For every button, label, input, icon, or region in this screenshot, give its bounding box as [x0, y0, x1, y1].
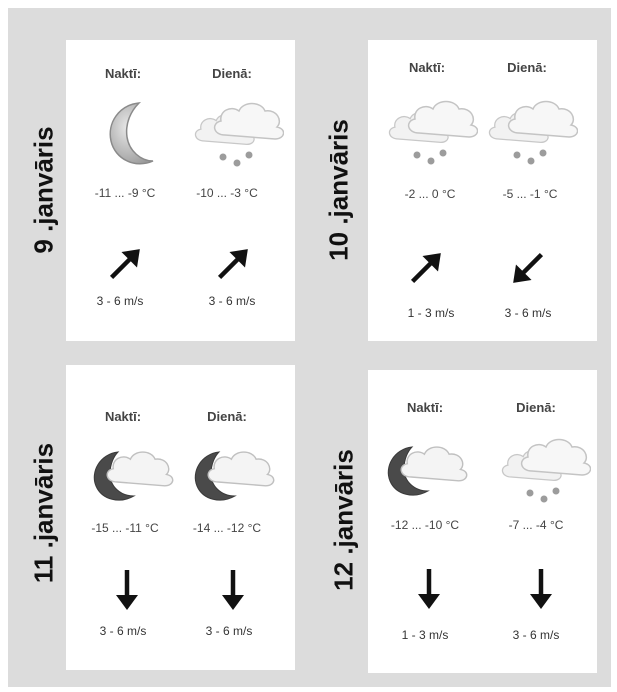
night-wind-arrow-icon [104, 566, 150, 617]
day-label: Dienā: [516, 400, 556, 415]
day-temperature: -14 ... -12 °C [192, 521, 262, 535]
night-label: Naktī: [406, 400, 444, 415]
day-temperature: -7 ... -4 °C [508, 518, 564, 532]
night-wind-arrow-icon [403, 245, 449, 296]
day-label: Dienā: [207, 409, 247, 424]
night-label: Naktī: [104, 66, 142, 81]
night-wind-speed: 1 - 3 m/s [407, 306, 455, 320]
night-wind-arrow-icon [406, 565, 452, 616]
night-temperature: -15 ... -11 °C [91, 521, 159, 535]
day-weather-icon [483, 93, 579, 178]
day-wind-arrow-icon [518, 565, 564, 616]
night-temperature: -12 ... -10 °C [390, 518, 460, 532]
night-wind-speed: 3 - 6 m/s [96, 294, 144, 308]
day-label: Dienā: [212, 66, 252, 81]
night-weather-icon [93, 95, 173, 180]
forecast-card: Naktī: Dienā: -12 ... -10 °C -7 ... -4 °… [368, 370, 597, 673]
date-label: 12 .janvāris [328, 449, 359, 591]
date-label: 10 .janvāris [323, 119, 354, 261]
date-label: 9 .janvāris [28, 126, 59, 254]
night-weather-icon [382, 435, 472, 510]
night-weather-icon [383, 93, 479, 178]
date-label: 11 .janvāris [28, 442, 59, 584]
night-label: Naktī: [408, 60, 446, 75]
day-wind-speed: 3 - 6 m/s [504, 306, 552, 320]
day-wind-speed: 3 - 6 m/s [208, 294, 256, 308]
day-temperature: -10 ... -3 °C [196, 186, 258, 200]
day-temperature: -5 ... -1 °C [502, 187, 558, 201]
night-wind-speed: 1 - 3 m/s [401, 628, 449, 642]
night-wind-speed: 3 - 6 m/s [99, 624, 147, 638]
day-weather-icon [496, 431, 592, 516]
night-temperature: -11 ... -9 °C [94, 186, 156, 200]
forecast-card: Naktī: Dienā: -15 ... -11 °C -14 ... -12… [66, 365, 295, 670]
forecast-card: Naktī: Dienā: -2 ... 0 °C -5 ... -1 °C [368, 40, 597, 341]
day-weather-icon [189, 440, 279, 515]
night-label: Naktī: [104, 409, 142, 424]
day-wind-speed: 3 - 6 m/s [205, 624, 253, 638]
day-wind-speed: 3 - 6 m/s [512, 628, 560, 642]
day-wind-arrow-icon [210, 241, 256, 292]
night-wind-arrow-icon [102, 241, 148, 292]
night-temperature: -2 ... 0 °C [404, 187, 456, 201]
day-wind-arrow-icon [210, 566, 256, 617]
night-weather-icon [88, 440, 178, 515]
forecast-card: Naktī: Dienā: -11 ... -9 °C -10 ... -3 °… [66, 40, 295, 341]
day-weather-icon [189, 95, 285, 180]
day-wind-arrow-icon [505, 245, 551, 296]
day-label: Dienā: [507, 60, 547, 75]
